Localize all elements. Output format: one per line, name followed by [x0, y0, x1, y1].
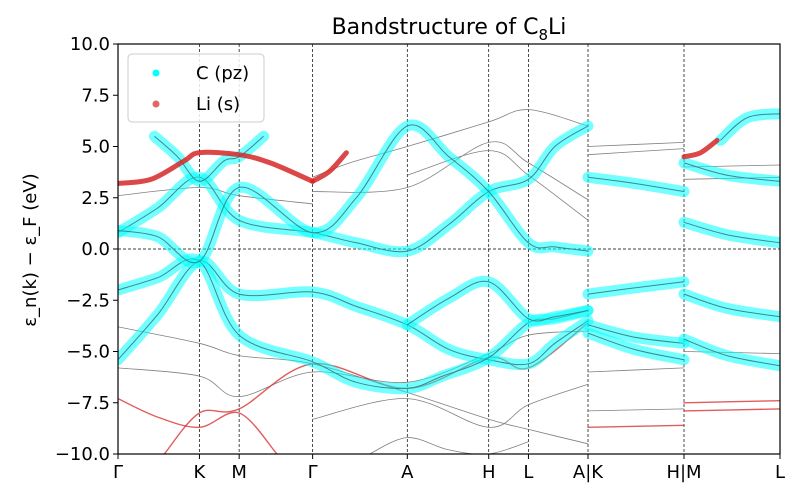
y-axis-label: ε_n(k) − ε_F (eV) — [20, 173, 41, 326]
y-tick-label: 5.0 — [81, 137, 110, 158]
background-band — [587, 148, 685, 156]
background-band — [118, 326, 589, 445]
band-c-pz-projection — [678, 333, 780, 372]
x-tick-label: H|M — [666, 462, 701, 483]
band-c-pz-line — [587, 332, 685, 361]
plot-frame — [117, 43, 781, 455]
x-tick-label: H — [482, 462, 496, 483]
band-c-pz-line — [683, 293, 780, 318]
band-c-pz-projection — [148, 130, 270, 187]
legend-marker-c-pz — [152, 69, 160, 77]
x-tick-label: A|K — [573, 462, 604, 483]
y-tick-label: 2.5 — [81, 188, 110, 209]
x-tick-label: Γ — [308, 462, 318, 483]
band-li-s-light — [118, 397, 278, 454]
band-li-s-light — [683, 408, 780, 412]
x-tick-label: Γ — [113, 462, 123, 483]
band-c-pz-line — [407, 280, 589, 326]
background-band — [369, 437, 529, 454]
y-tick-label: −5.0 — [66, 342, 110, 363]
x-tick-label: L — [523, 462, 533, 483]
legend-marker-li-s — [152, 100, 160, 108]
background-band — [587, 367, 685, 373]
x-tick-label: M — [231, 462, 247, 483]
band-c-pz-projection — [678, 288, 780, 323]
band-c-pz-line — [118, 124, 589, 264]
plot-content — [118, 44, 780, 454]
band-li-s-projection — [681, 137, 720, 160]
background-band — [312, 383, 589, 428]
y-tick-label: −7.5 — [66, 393, 110, 414]
y-tick-label: 10.0 — [70, 34, 110, 55]
band-c-pz-projection — [714, 108, 780, 146]
background-band — [587, 408, 685, 412]
y-tick-label: 7.5 — [81, 85, 110, 106]
band-c-pz-line — [587, 324, 685, 344]
legend: C (pz) Li (s) — [127, 53, 265, 123]
x-tick-label: K — [194, 462, 207, 483]
band-c-pz-line — [720, 113, 780, 141]
band-c-pz-line — [683, 221, 780, 244]
background-band — [312, 109, 589, 178]
y-tick-label: 0.0 — [81, 239, 110, 260]
legend-label-li-s: Li (s) — [196, 94, 240, 115]
legend-label-c-pz: C (pz) — [196, 63, 249, 84]
background-band — [587, 142, 685, 147]
band-c-pz-line — [587, 176, 685, 193]
band-c-pz-projection — [678, 216, 780, 249]
chart-title: Bandstructure of C8Li — [332, 15, 567, 44]
band-c-pz-line — [587, 281, 685, 295]
legend-box — [127, 53, 265, 123]
y-tick-label: −10.0 — [55, 444, 110, 465]
band-c-pz-line — [683, 162, 780, 182]
band-c-pz-line — [683, 338, 780, 367]
x-tick-label: L — [775, 462, 785, 483]
background-band — [407, 150, 589, 221]
band-c-pz-projection — [401, 275, 594, 331]
band-li-s-light — [587, 424, 685, 428]
band-li-s-projection — [310, 150, 349, 184]
band-li-s-light — [683, 400, 780, 404]
plot-area: −10.0 −7.5 −5.0 −2.5 0.0 2.5 5.0 7.5 10.0 Γ K M Γ A H L… — [55, 34, 785, 483]
band-li-s-projection — [118, 149, 316, 186]
x-tick-label: A — [401, 462, 414, 483]
y-tick-label: −2.5 — [66, 290, 110, 311]
background-band — [312, 141, 589, 201]
